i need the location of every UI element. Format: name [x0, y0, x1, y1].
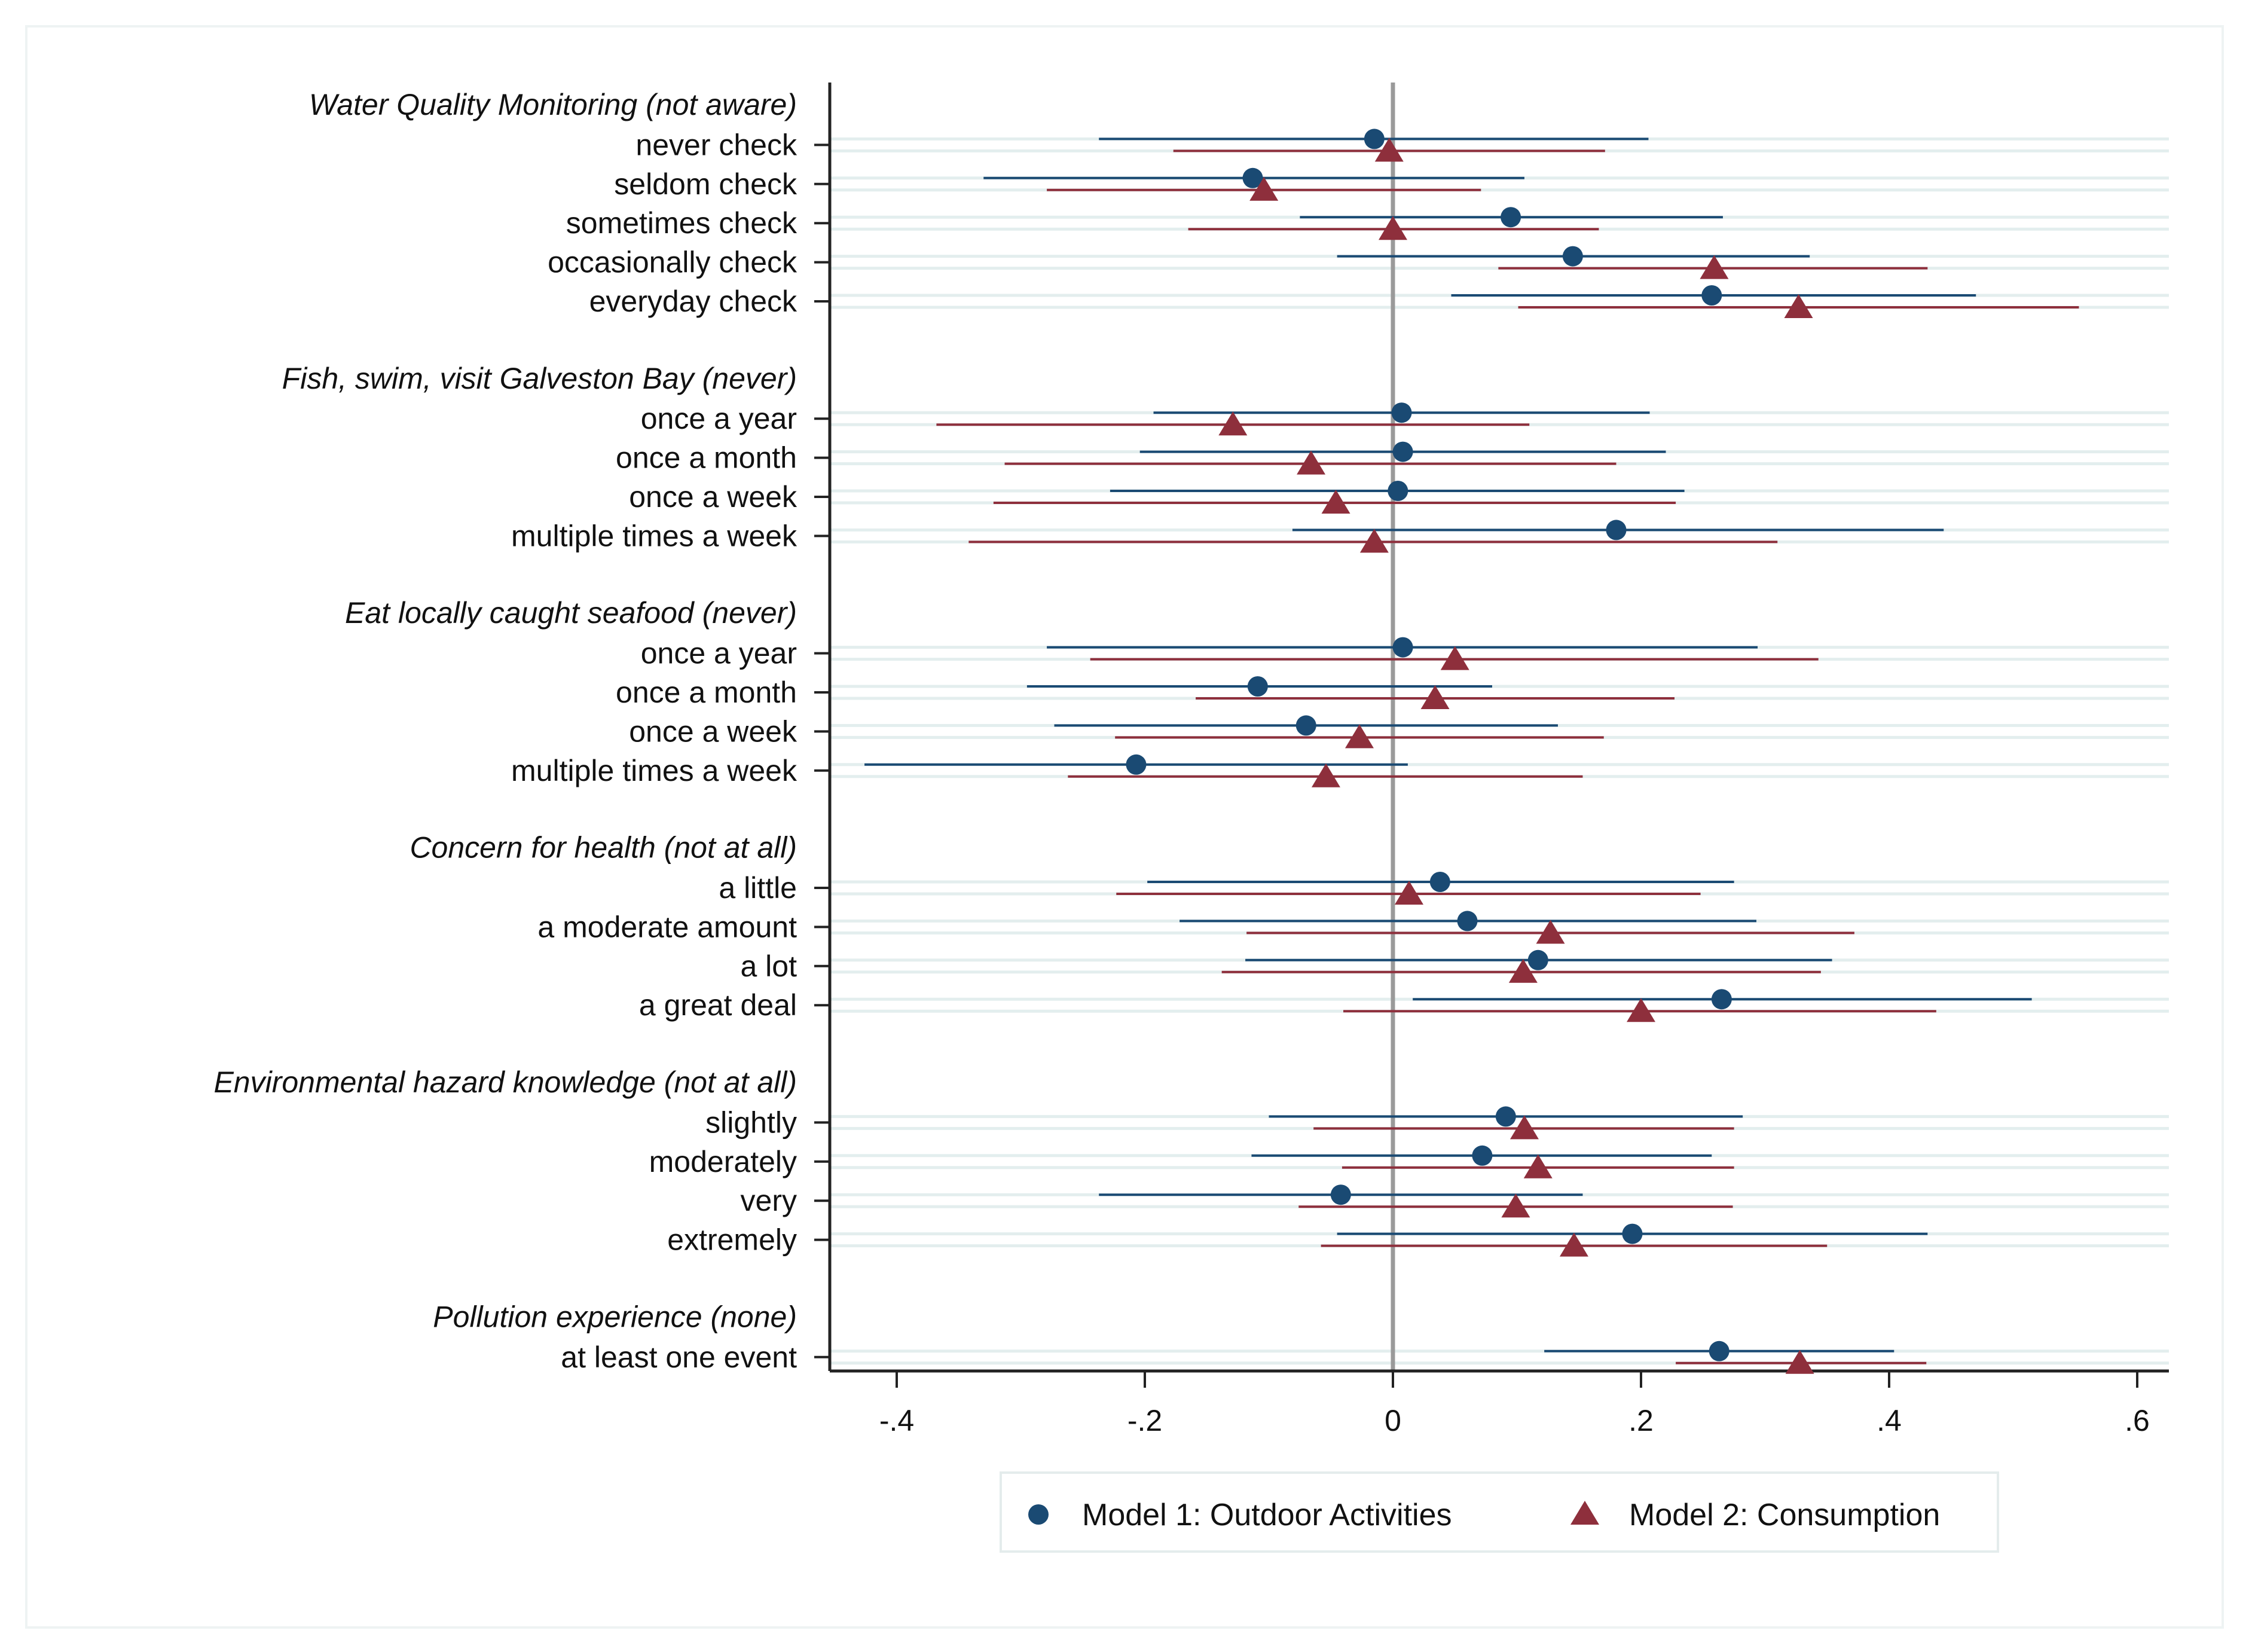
legend-box: [1000, 1471, 1999, 1553]
legend-m2-marker: [1570, 1501, 1599, 1525]
row-label: a lot: [740, 949, 797, 983]
estimate-model1: [1709, 1340, 1729, 1361]
grid-lines: [830, 137, 2169, 1365]
row-label: multiple times a week: [511, 519, 797, 552]
confidence-intervals: [864, 138, 2079, 1364]
row-label: at least one event: [561, 1340, 797, 1374]
estimate-model2: [1321, 490, 1350, 514]
group-label: Eat locally caught seafood (never): [345, 596, 797, 630]
row-label: extremely: [667, 1223, 797, 1257]
estimate-model1: [1429, 872, 1450, 892]
estimate-model2: [1359, 529, 1389, 553]
estimate-model1: [1495, 1106, 1516, 1127]
estimate-model2: [1311, 763, 1340, 787]
row-label: a moderate amount: [537, 910, 797, 943]
estimate-model1: [1562, 246, 1583, 267]
legend-m1-label: Model 1: Outdoor Activities: [1082, 1498, 1452, 1532]
estimate-model2: [1420, 685, 1450, 709]
row-label: once a month: [616, 676, 797, 709]
x-tick-label: 0: [1385, 1404, 1401, 1437]
estimate-model1: [1472, 1145, 1493, 1166]
estimate-model2: [1784, 294, 1813, 318]
estimate-model1: [1392, 441, 1413, 462]
estimate-model2: [1374, 138, 1404, 162]
row-label: once a year: [641, 402, 797, 435]
row-label: once a year: [641, 637, 797, 670]
estimate-model2: [1218, 411, 1248, 436]
estimate-model1: [1242, 167, 1263, 188]
row-label: seldom check: [614, 167, 797, 201]
x-tick-label: .2: [1628, 1404, 1654, 1437]
estimate-model1: [1388, 481, 1408, 501]
x-tick-label: .6: [2125, 1404, 2150, 1437]
row-label: a little: [719, 871, 797, 905]
estimate-model2: [1379, 216, 1407, 240]
estimate-model1: [1711, 989, 1732, 1010]
estimate-model1: [1701, 285, 1722, 306]
legend-m1-marker: [1028, 1504, 1049, 1525]
estimate-model2: [1297, 450, 1326, 475]
estimate-model1: [1364, 129, 1385, 149]
row-label: once a week: [629, 714, 797, 748]
plot-frame: [25, 25, 2224, 1629]
estimate-model2: [1394, 881, 1423, 905]
row-label: slightly: [705, 1106, 797, 1139]
point-estimates: [1126, 129, 1814, 1374]
estimate-model2: [1523, 1154, 1553, 1178]
estimate-model2: [1627, 998, 1655, 1022]
row-label: everyday check: [589, 285, 797, 318]
row-label: a great deal: [639, 988, 797, 1022]
estimate-model2: [1501, 1193, 1530, 1218]
estimate-model2: [1559, 1232, 1588, 1257]
group-label: Environmental hazard knowledge (not at a…: [213, 1065, 797, 1099]
estimate-model1: [1330, 1184, 1351, 1205]
row-labels: Water Quality Monitoring (not aware) neve…: [213, 88, 797, 1374]
estimate-model2: [1249, 176, 1279, 201]
row-label: never check: [635, 128, 797, 161]
estimate-model1: [1457, 911, 1478, 932]
estimate-model1: [1392, 637, 1413, 658]
estimate-model1: [1247, 676, 1268, 697]
estimate-model1: [1527, 949, 1548, 970]
group-label: Water Quality Monitoring (not aware): [309, 88, 797, 121]
estimate-model1: [1126, 754, 1147, 775]
row-label: occasionally check: [548, 246, 797, 279]
group-label: Concern for health (not at all): [410, 831, 797, 865]
estimate-model2: [1508, 958, 1538, 983]
estimate-model1: [1391, 402, 1412, 423]
estimate-model1: [1501, 207, 1521, 228]
estimate-model2: [1700, 255, 1729, 279]
estimate-model1: [1295, 715, 1316, 736]
row-label: sometimes check: [566, 206, 797, 240]
row-label: very: [741, 1184, 797, 1217]
estimate-model2: [1785, 1349, 1814, 1374]
x-tick-label: -.4: [879, 1404, 914, 1437]
estimate-model2: [1536, 920, 1565, 944]
legend: Model 1: Outdoor Activities Model 2: Con…: [1000, 1471, 1999, 1553]
x-tick-label: .4: [1877, 1404, 1902, 1437]
estimate-model2: [1509, 1115, 1539, 1140]
group-label: Fish, swim, visit Galveston Bay (never): [282, 362, 797, 395]
group-label: Pollution experience (none): [433, 1300, 797, 1333]
estimate-model2: [1344, 724, 1374, 749]
x-tick-label: -.2: [1127, 1404, 1162, 1437]
legend-m2-label: Model 2: Consumption: [1629, 1498, 1940, 1532]
row-label: multiple times a week: [511, 754, 797, 787]
estimate-model1: [1622, 1223, 1643, 1244]
estimate-model2: [1440, 646, 1469, 670]
row-label: once a month: [616, 441, 797, 475]
row-label: once a week: [629, 480, 797, 514]
estimate-model1: [1606, 520, 1627, 541]
row-label: moderately: [649, 1145, 797, 1178]
